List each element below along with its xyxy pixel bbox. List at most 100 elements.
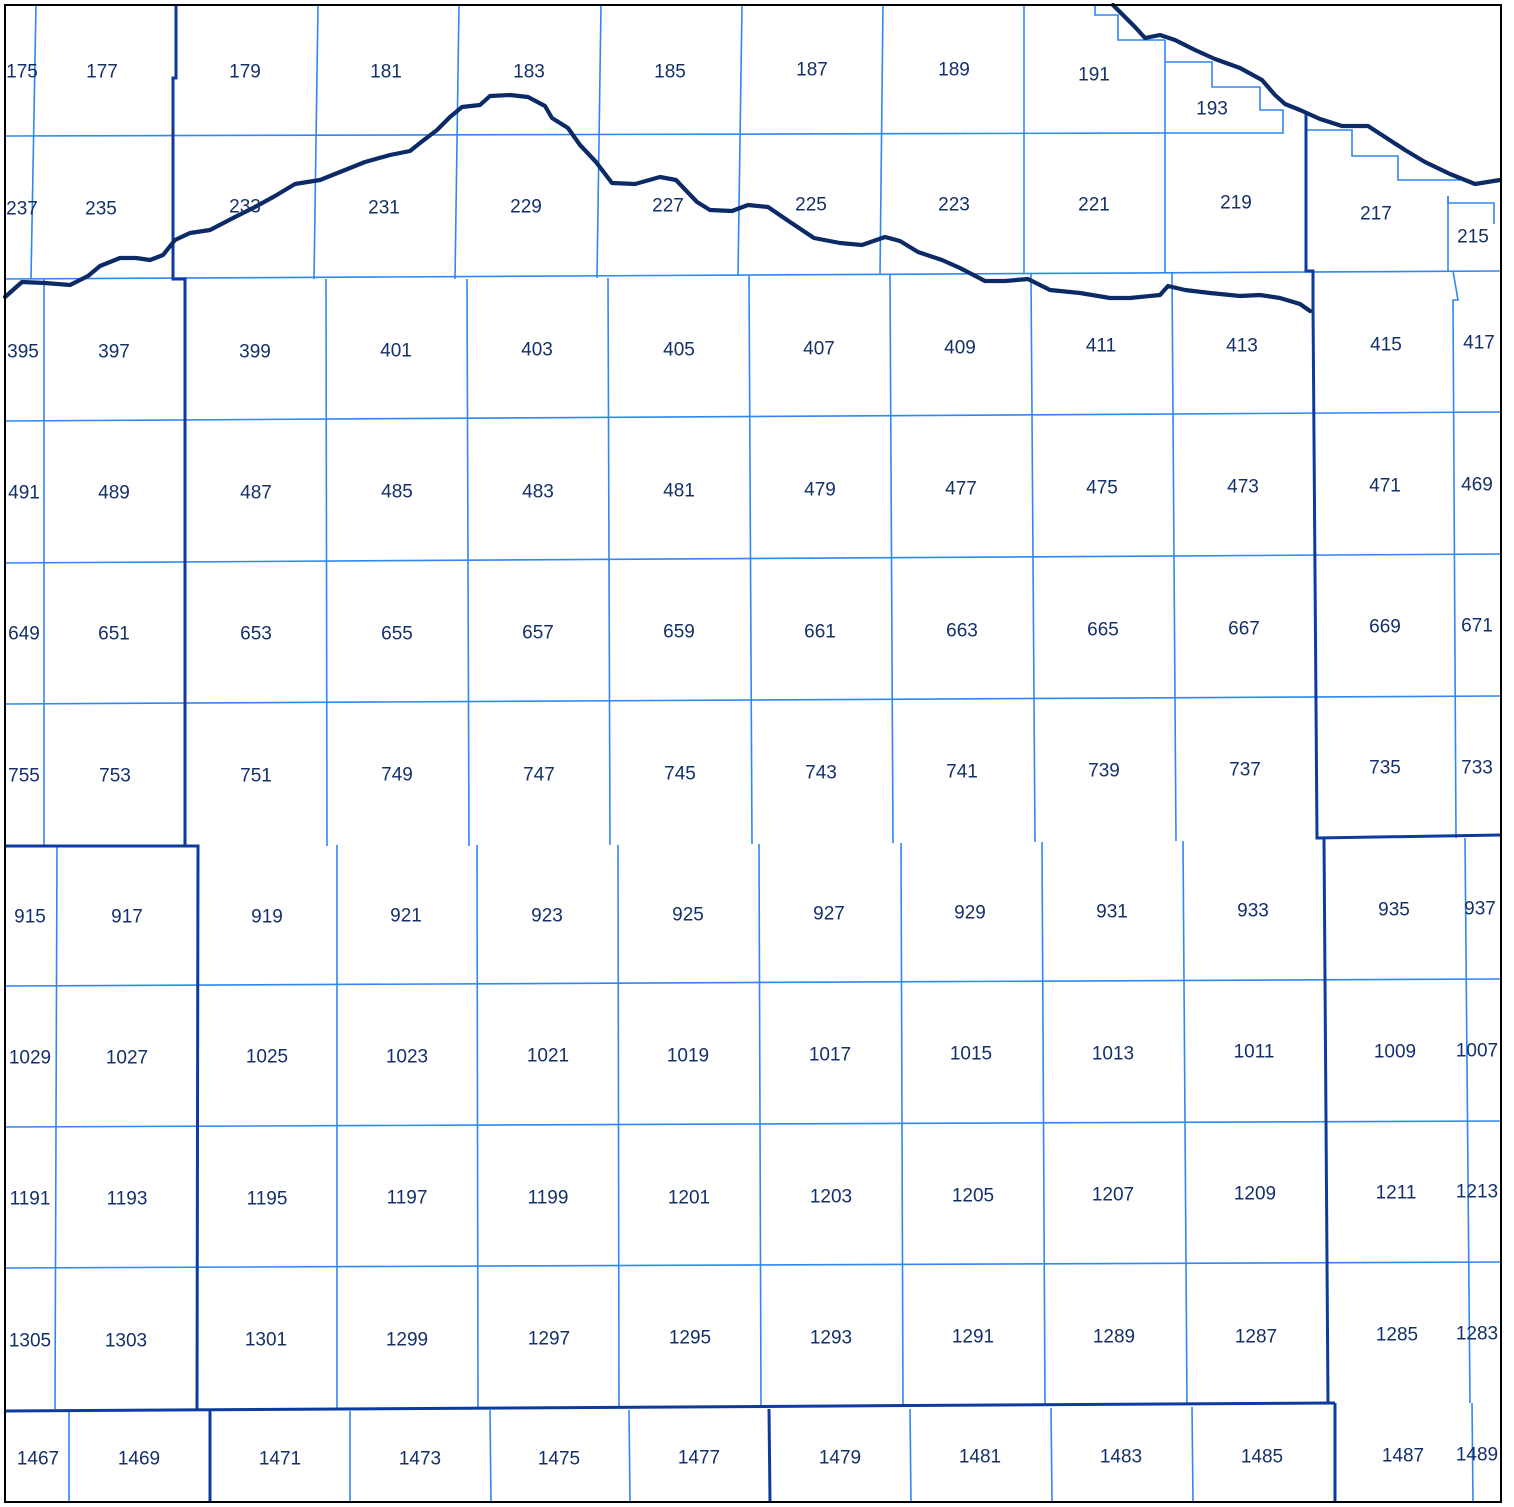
parcel-label: 225 xyxy=(795,195,827,216)
parcel-label: 409 xyxy=(944,338,976,359)
parcel-label: 177 xyxy=(86,62,118,83)
parcel-label: 1301 xyxy=(245,1330,287,1351)
parcel-label: 191 xyxy=(1078,65,1110,86)
column-boundary xyxy=(628,1409,631,1503)
column-boundary xyxy=(1191,1406,1194,1503)
column-boundary xyxy=(909,1408,912,1503)
parcel-label: 1475 xyxy=(538,1449,580,1470)
parcel-label: 1299 xyxy=(386,1330,428,1351)
parcel-label: 1007 xyxy=(1456,1041,1498,1062)
parcel-label: 1199 xyxy=(528,1188,569,1209)
row-boundary xyxy=(4,1120,1501,1128)
parcel-label: 1293 xyxy=(810,1328,852,1349)
parcel-label: 1207 xyxy=(1092,1185,1134,1206)
parcel-label: 935 xyxy=(1378,900,1410,921)
row-boundary xyxy=(4,553,1501,564)
parcel-label: 401 xyxy=(380,341,412,362)
parcel-label: 741 xyxy=(946,762,978,783)
parcel-label: 739 xyxy=(1088,761,1120,782)
parcel-label: 921 xyxy=(390,906,422,927)
parcel-label: 473 xyxy=(1227,477,1259,498)
parcel-label: 489 xyxy=(98,483,130,504)
parcel-label: 1015 xyxy=(950,1044,992,1065)
parcel-label: 733 xyxy=(1461,758,1493,779)
parcel-label: 235 xyxy=(85,199,117,220)
row-boundary xyxy=(4,695,1501,705)
parcel-step xyxy=(1094,5,1165,41)
parcel-label: 1295 xyxy=(669,1328,711,1349)
column-boundary xyxy=(1452,270,1459,839)
row-boundary xyxy=(4,132,1166,137)
row-boundary xyxy=(4,411,1501,422)
parcel-label: 651 xyxy=(98,624,130,645)
parcel-label: 1487 xyxy=(1382,1446,1424,1467)
column-boundary xyxy=(737,4,743,277)
parcel-label: 923 xyxy=(531,906,563,927)
parcel-label: 1021 xyxy=(527,1046,569,1067)
section-boundary xyxy=(4,1401,1336,1413)
column-boundary xyxy=(1050,1407,1053,1503)
parcel-label: 227 xyxy=(652,196,684,217)
section-boundaries xyxy=(4,5,1501,1503)
river-line xyxy=(2,92,1313,314)
parcel-label: 915 xyxy=(14,907,46,928)
parcel-grid-lines xyxy=(4,4,1501,1503)
parcel-label: 655 xyxy=(381,624,413,645)
parcel-label: 1289 xyxy=(1093,1327,1135,1348)
parcel-label: 1203 xyxy=(810,1187,852,1208)
parcel-label: 1485 xyxy=(1241,1447,1283,1468)
parcel-label: 1201 xyxy=(668,1188,710,1209)
column-boundary xyxy=(325,278,328,847)
parcel-label: 933 xyxy=(1237,901,1269,922)
parcel-label: 175 xyxy=(6,62,38,83)
parcel-label: 1211 xyxy=(1376,1183,1417,1204)
river xyxy=(2,2,1503,314)
column-boundary xyxy=(1464,837,1471,1404)
column-boundary xyxy=(596,4,602,279)
column-boundary xyxy=(313,4,319,280)
parcel-label: 1285 xyxy=(1376,1325,1418,1346)
parcel-label: 407 xyxy=(803,339,835,360)
parcel-label: 665 xyxy=(1087,620,1119,641)
column-boundary xyxy=(1041,841,1046,1405)
parcel-label: 231 xyxy=(368,198,400,219)
column-boundary xyxy=(900,842,904,1406)
parcel-label: 1193 xyxy=(107,1189,148,1210)
parcel-label: 745 xyxy=(664,764,696,785)
parcel-label: 221 xyxy=(1078,195,1110,216)
parcel-label: 471 xyxy=(1369,476,1401,497)
parcel-label: 233 xyxy=(229,197,261,218)
river-line xyxy=(1110,2,1503,187)
parcel-label: 1009 xyxy=(1374,1042,1416,1063)
parcel-step xyxy=(1447,196,1495,224)
column-boundary xyxy=(617,844,620,1408)
parcel-label: 1305 xyxy=(9,1331,51,1352)
parcel-label: 413 xyxy=(1226,336,1258,357)
parcel-label: 1471 xyxy=(259,1449,301,1470)
parcel-label: 1291 xyxy=(952,1327,994,1348)
parcel-label: 1025 xyxy=(246,1047,288,1068)
parcel-label: 1481 xyxy=(959,1447,1001,1468)
row-boundary xyxy=(4,978,1501,987)
parcel-label: 1467 xyxy=(17,1449,59,1470)
section-boundary xyxy=(767,1408,772,1503)
parcel-label: 185 xyxy=(654,62,686,83)
parcel-label: 1283 xyxy=(1456,1324,1498,1345)
column-boundary xyxy=(1030,273,1036,843)
parcel-label: 411 xyxy=(1086,336,1116,357)
parcel-label: 215 xyxy=(1457,227,1489,248)
parcel-label: 755 xyxy=(8,766,40,787)
parcel-label: 229 xyxy=(510,197,542,218)
parcel-label: 1483 xyxy=(1100,1447,1142,1468)
parcel-label: 1303 xyxy=(105,1331,147,1352)
column-boundary xyxy=(466,278,470,847)
parcel-label: 487 xyxy=(240,483,272,504)
parcel-label: 1297 xyxy=(528,1329,570,1350)
parcel-label: 1197 xyxy=(387,1188,428,1209)
parcel-label: 1209 xyxy=(1234,1184,1276,1205)
parcel-label: 743 xyxy=(805,763,837,784)
row-boundary xyxy=(4,1261,1501,1269)
parcel-label: 669 xyxy=(1369,617,1401,638)
